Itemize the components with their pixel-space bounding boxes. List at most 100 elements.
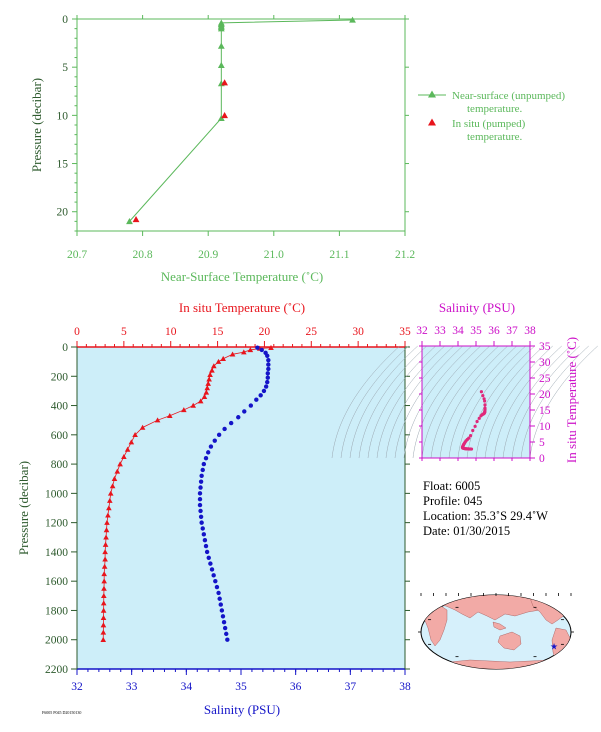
profile-salinity-tick-label: 32 (71, 681, 83, 693)
profile-pressure-tick-label: 1000 (45, 488, 68, 500)
near-surface-x-tick-label: 21.2 (395, 249, 415, 261)
salinity-profile-marker (222, 426, 227, 432)
profile-salinity-ticks: 32 33 34 35 36 37 38 (71, 669, 411, 693)
density-contour-line (529, 345, 598, 459)
legend-label-pumped-line2: temperature. (467, 131, 523, 143)
salinity-profile-marker (201, 532, 207, 537)
near-surface-x-tick-label: 20.8 (133, 249, 153, 261)
near-surface-y-tick-label: 20 (57, 207, 69, 219)
salinity-profile-marker (211, 573, 216, 578)
profile-pressure-ticks: 0 200 400 600 800 1000 1200 1400 1600 1800 2000 220… (45, 342, 410, 676)
density-contour-line (484, 345, 553, 459)
near-surface-chart: 20.7 20.8 20.9 21.0 21.1 21.2 0 5 10 15 20 Near-S… (29, 14, 565, 284)
temperature-profile-marker (107, 490, 114, 496)
ts-point-marker (479, 390, 483, 394)
temperature-profile-marker (100, 607, 107, 613)
temperature-profile-marker (197, 398, 204, 404)
temperature-profile-marker (203, 389, 210, 395)
salinity-profile-marker (242, 409, 247, 414)
temperature-profile-marker (204, 385, 211, 391)
legend-marker-unpumped (428, 90, 436, 98)
profile-temperature-tick-label: 10 (165, 326, 177, 338)
ts-point-marker (483, 399, 487, 403)
unpumped-temperature-marker (217, 25, 225, 32)
temperature-profile-marker (190, 402, 197, 408)
salinity-profile-marker (222, 625, 228, 631)
salinity-profile-marker (198, 508, 203, 514)
density-contour-line (466, 345, 535, 459)
ts-point-marker (469, 447, 474, 451)
salinity-profile-marker (219, 608, 225, 613)
ts-temperature-ticks: 0 5 10 15 20 25 30 35 (419, 341, 551, 465)
ts-salinity-tick-label: 35 (470, 325, 482, 337)
profile-series (100, 344, 274, 642)
temperature-profile-marker (100, 629, 107, 635)
temperature-profile-marker (101, 578, 107, 584)
salinity-profile-marker (206, 555, 211, 560)
temperature-profile-marker (117, 461, 123, 467)
density-contour-line (502, 345, 571, 459)
density-contour-line (421, 345, 490, 459)
profile-bottom-axis-label: Salinity (PSU) (204, 702, 280, 717)
salinity-profile-marker (221, 619, 227, 625)
profile-salinity-tick-label: 36 (290, 681, 302, 693)
salinity-profile-marker (203, 456, 209, 461)
ts-salinity-tick-label: 33 (434, 325, 446, 337)
legend-label-pumped: In situ (pumped) temperature. (452, 118, 528, 143)
salinity-profile-marker (197, 497, 203, 502)
temperature-profile-marker (107, 497, 113, 503)
temperature-profile-marker (102, 549, 108, 555)
salinity-profile-marker (201, 461, 207, 467)
float-id: Float: 6005 (423, 479, 480, 493)
density-contour-line (475, 345, 544, 459)
near-surface-x-ticks: 20.7 20.8 20.9 21.0 21.1 21.2 (67, 15, 415, 261)
salinity-profile-marker (248, 403, 254, 408)
near-surface-y-tick-label: 5 (62, 62, 68, 74)
salinity-profile-marker (266, 357, 271, 363)
near-surface-y-axis-label: Pressure (decibar) (29, 78, 44, 172)
profile-temperature-tick-label: 25 (306, 326, 318, 338)
profile-temperature-ticks: 0 5 10 15 20 25 30 35 (74, 326, 411, 347)
profile-salinity-tick-label: 33 (126, 681, 138, 693)
temperature-profile-marker (166, 412, 173, 419)
ts-diagram: Salinity (PSU) 32 33 34 35 36 37 38 0 5 10 15 20 25… (331, 300, 598, 465)
near-surface-y-tick-label: 10 (57, 110, 69, 122)
ts-temperature-tick-label: 10 (539, 421, 551, 433)
salinity-profile-marker (266, 362, 271, 367)
ts-point-marker (475, 419, 479, 424)
temperature-profile-marker (229, 351, 236, 357)
ts-plot-background (422, 346, 530, 458)
legend-label-pumped-line1: In situ (pumped) (452, 118, 526, 130)
ts-density-contours (331, 345, 598, 459)
salinity-profile-marker (208, 561, 213, 566)
temperature-profile-marker (181, 407, 187, 413)
profile-temperature-tick-label: 35 (399, 326, 411, 338)
ts-temperature-tick-label: 35 (539, 341, 551, 353)
temperature-profile-marker (241, 349, 247, 355)
temperature-profile-marker (215, 358, 222, 364)
temperature-profile-marker (207, 372, 213, 378)
salinity-profile-marker (198, 485, 203, 490)
density-contour-line (412, 345, 481, 459)
ts-salinity-tick-label: 32 (416, 325, 428, 337)
ts-point-marker (479, 414, 483, 418)
profile-temperature-tick-label: 20 (259, 326, 271, 338)
salinity-profile-marker (265, 375, 270, 380)
salinity-profile-marker (199, 520, 204, 525)
salinity-profile-marker (206, 450, 211, 455)
profile-temperature-tick-label: 0 (74, 326, 80, 338)
unpumped-temperature-marker (349, 16, 356, 23)
legend-label-unpumped-line1: Near-surface (unpumped) (452, 90, 565, 102)
temperature-profile-marker (100, 622, 107, 628)
temperature-profile-marker (132, 432, 138, 438)
salinity-profile-marker (265, 379, 270, 385)
salinity-profile-marker (200, 526, 205, 531)
profile-pressure-tick-label: 1200 (45, 518, 68, 530)
profile-chart: In situ Temperature (˚C) 0 5 10 15 20 25 30 35 … (16, 300, 411, 717)
density-contour-line (394, 345, 463, 459)
ts-salinity-tick-label: 37 (506, 325, 518, 337)
temperature-profile-marker (139, 424, 146, 430)
salinity-profile-marker (266, 366, 271, 372)
temperature-profile-marker (247, 347, 254, 353)
